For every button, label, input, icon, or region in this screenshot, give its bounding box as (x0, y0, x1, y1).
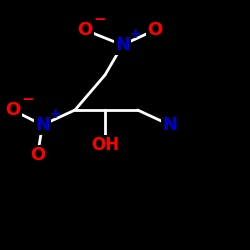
Text: +: + (129, 27, 141, 41)
Text: O: O (5, 101, 20, 119)
Text: O: O (148, 21, 162, 39)
Text: N: N (162, 116, 178, 134)
Text: −: − (21, 92, 34, 108)
Text: OH: OH (91, 136, 119, 154)
Text: N: N (35, 116, 50, 134)
Text: O: O (78, 21, 92, 39)
Text: N: N (115, 36, 130, 54)
Text: −: − (94, 12, 106, 28)
Text: O: O (30, 146, 45, 164)
Text: +: + (49, 107, 61, 121)
